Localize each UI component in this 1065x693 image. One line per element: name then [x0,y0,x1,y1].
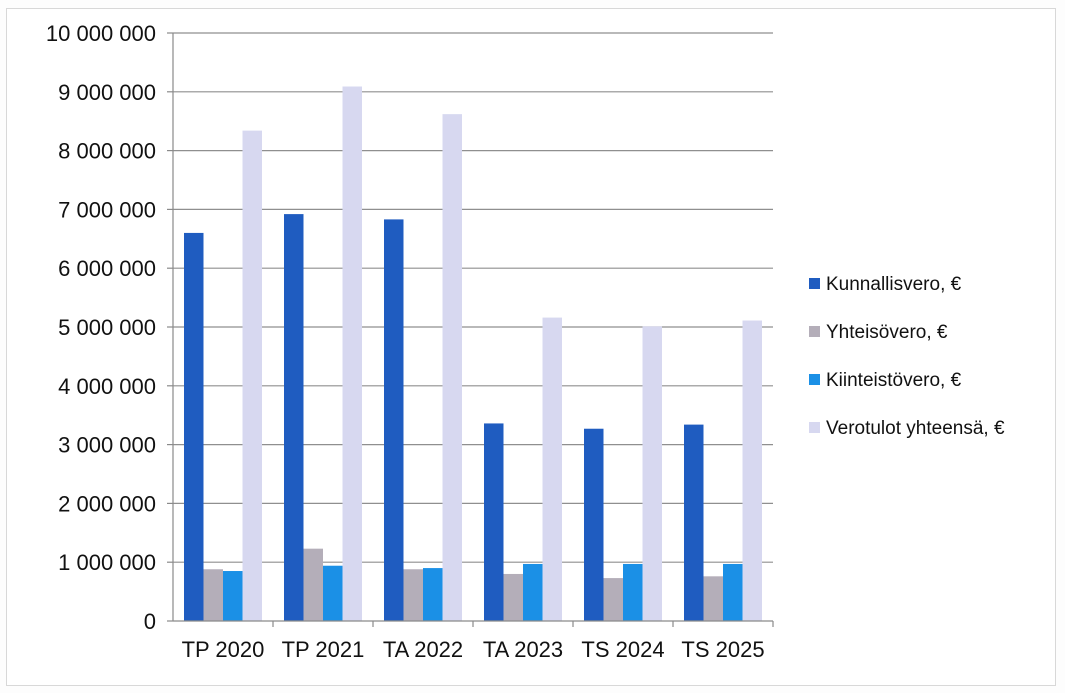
y-tick-label: 5 000 000 [58,315,156,340]
gridlines [173,32,773,563]
legend-swatch [809,326,820,337]
legend-swatch [809,374,820,385]
y-tick-label: 3 000 000 [58,433,156,458]
legend-label: Kunnallisvero, € [826,274,962,295]
y-tick-label: 0 [144,609,156,634]
y-tick-label: 10 000 000 [46,21,156,46]
bar [184,232,204,622]
x-tick-label: TS 2025 [681,637,764,662]
x-tick-label: TS 2024 [581,637,664,662]
x-tick-label: TP 2021 [282,637,365,662]
y-tick-label: 2 000 000 [58,491,156,516]
legend: Kunnallisvero, € Yhteisövero, € Kiinteistö… [809,274,1005,439]
bar [584,428,604,621]
bar [723,563,743,621]
x-tick-label: TA 2022 [383,637,463,662]
legend-label: Yhteisövero, € [826,322,948,343]
bar [542,317,562,621]
y-tick-label: 6 000 000 [58,256,156,281]
bar [384,219,404,621]
bar [442,114,462,622]
y-tick-label: 1 000 000 [58,550,156,575]
bars [184,86,762,622]
bar [623,563,643,621]
legend-swatch [809,278,820,289]
bar [303,548,323,621]
y-tick-label: 8 000 000 [58,139,156,164]
x-axis-ticks: TP 2020 TP 2021 TA 2022 TA 2023 TS 2024 TS 20… [182,621,774,662]
bar [342,86,362,622]
bar [203,569,223,621]
y-tick-label: 4 000 000 [58,374,156,399]
bar [603,578,623,621]
x-tick-label: TA 2023 [483,637,563,662]
bar [684,424,704,621]
bar [242,130,262,621]
legend-label: Kiinteistövero, € [826,370,962,391]
bar [403,569,423,621]
legend-label: Verotulot yhteensä, € [826,418,1005,439]
bar [223,571,243,621]
bar [484,423,504,621]
y-tick-label: 9 000 000 [58,80,156,105]
bar [742,320,762,621]
bar [284,214,304,621]
y-tick-label: 7 000 000 [58,197,156,222]
y-axis-ticks: 0 1 000 000 2 000 000 3 000 000 4 000 000 5 0… [46,21,173,634]
bar [503,573,523,621]
bar [523,563,543,621]
x-tick-label: TP 2020 [182,637,265,662]
bar [642,326,662,621]
legend-swatch [809,422,820,433]
bar [703,576,723,621]
bar [323,565,343,621]
bar [423,568,443,621]
